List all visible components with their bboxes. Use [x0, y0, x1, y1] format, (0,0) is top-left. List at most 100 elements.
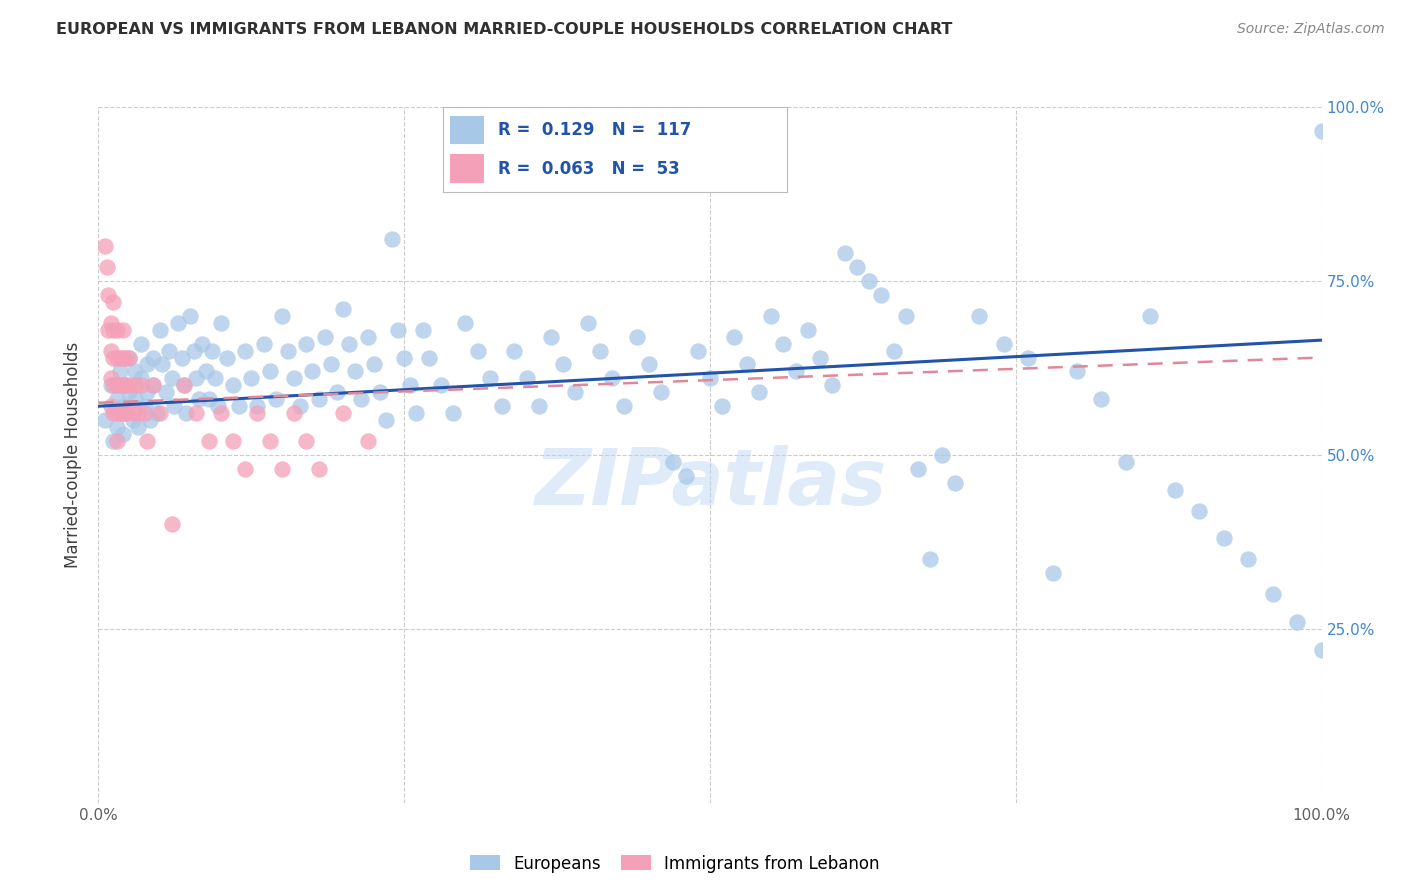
Point — [1042, 566, 1064, 581]
Point — [797, 323, 820, 337]
Point — [540, 329, 562, 343]
Y-axis label: Married-couple Households: Married-couple Households — [65, 342, 83, 568]
Point — [101, 294, 124, 309]
Point — [308, 392, 330, 407]
Point — [314, 329, 336, 343]
Point — [252, 336, 274, 351]
Point — [478, 371, 501, 385]
Point — [111, 378, 134, 392]
Bar — [450, 116, 484, 145]
Point — [233, 343, 256, 358]
Point — [332, 406, 354, 420]
Point — [124, 378, 146, 392]
Point — [412, 323, 434, 337]
Point — [967, 309, 990, 323]
Point — [418, 351, 440, 365]
Point — [883, 343, 905, 358]
Point — [748, 385, 770, 400]
Point — [686, 343, 709, 358]
Point — [136, 358, 159, 372]
Text: Source: ZipAtlas.com: Source: ZipAtlas.com — [1237, 22, 1385, 37]
Point — [134, 406, 156, 420]
Point — [392, 351, 416, 365]
Point — [149, 406, 172, 420]
Point — [114, 378, 136, 392]
Point — [114, 378, 136, 392]
Point — [197, 434, 219, 448]
Point — [111, 323, 134, 337]
Point — [101, 323, 124, 337]
Point — [124, 392, 146, 407]
Point — [259, 364, 281, 378]
Point — [1310, 124, 1333, 138]
Point — [173, 378, 195, 392]
Point — [650, 385, 672, 400]
Point — [100, 399, 122, 413]
Point — [121, 406, 143, 420]
Point — [160, 517, 183, 532]
Point — [662, 455, 685, 469]
Point — [564, 385, 586, 400]
Point — [576, 316, 599, 330]
Point — [374, 413, 396, 427]
Point — [1188, 503, 1211, 517]
Point — [142, 378, 165, 392]
Point — [368, 385, 391, 400]
Point — [589, 343, 612, 358]
Point — [114, 406, 136, 420]
Point — [834, 246, 856, 260]
Point — [1139, 309, 1161, 323]
Point — [350, 392, 373, 407]
Point — [118, 351, 141, 365]
Point — [295, 434, 318, 448]
Point — [277, 343, 299, 358]
Point — [136, 434, 159, 448]
Point — [1212, 532, 1234, 546]
Point — [222, 378, 245, 392]
Point — [515, 371, 537, 385]
Point — [1286, 615, 1309, 629]
Point — [146, 406, 169, 420]
Point — [97, 288, 120, 302]
Point — [356, 329, 378, 343]
Point — [240, 371, 263, 385]
Point — [387, 323, 409, 337]
Point — [491, 399, 513, 413]
Point — [337, 336, 360, 351]
Point — [111, 399, 134, 413]
Point — [301, 364, 323, 378]
Point — [127, 406, 149, 420]
Point — [993, 336, 1015, 351]
Point — [100, 371, 122, 385]
Point — [110, 378, 132, 392]
Point — [167, 316, 190, 330]
Point — [101, 378, 124, 392]
Point — [600, 371, 623, 385]
Point — [772, 336, 794, 351]
Point — [209, 406, 232, 420]
Point — [121, 413, 143, 427]
Point — [920, 552, 942, 566]
Point — [160, 371, 183, 385]
Point — [638, 358, 661, 372]
Point — [186, 406, 208, 420]
Point — [105, 392, 128, 407]
Legend: Europeans, Immigrants from Lebanon: Europeans, Immigrants from Lebanon — [464, 848, 886, 880]
Point — [163, 399, 186, 413]
Point — [129, 378, 152, 392]
Point — [270, 462, 294, 476]
Point — [136, 385, 159, 400]
Point — [129, 336, 152, 351]
Text: ZIPatlas: ZIPatlas — [534, 445, 886, 521]
Point — [111, 351, 134, 365]
Point — [157, 343, 180, 358]
Point — [129, 371, 152, 385]
Point — [711, 399, 734, 413]
Point — [399, 378, 422, 392]
Point — [222, 434, 245, 448]
Point — [1164, 483, 1187, 497]
Point — [93, 413, 115, 427]
Bar — [450, 154, 484, 183]
Point — [179, 309, 201, 323]
Point — [173, 378, 195, 392]
